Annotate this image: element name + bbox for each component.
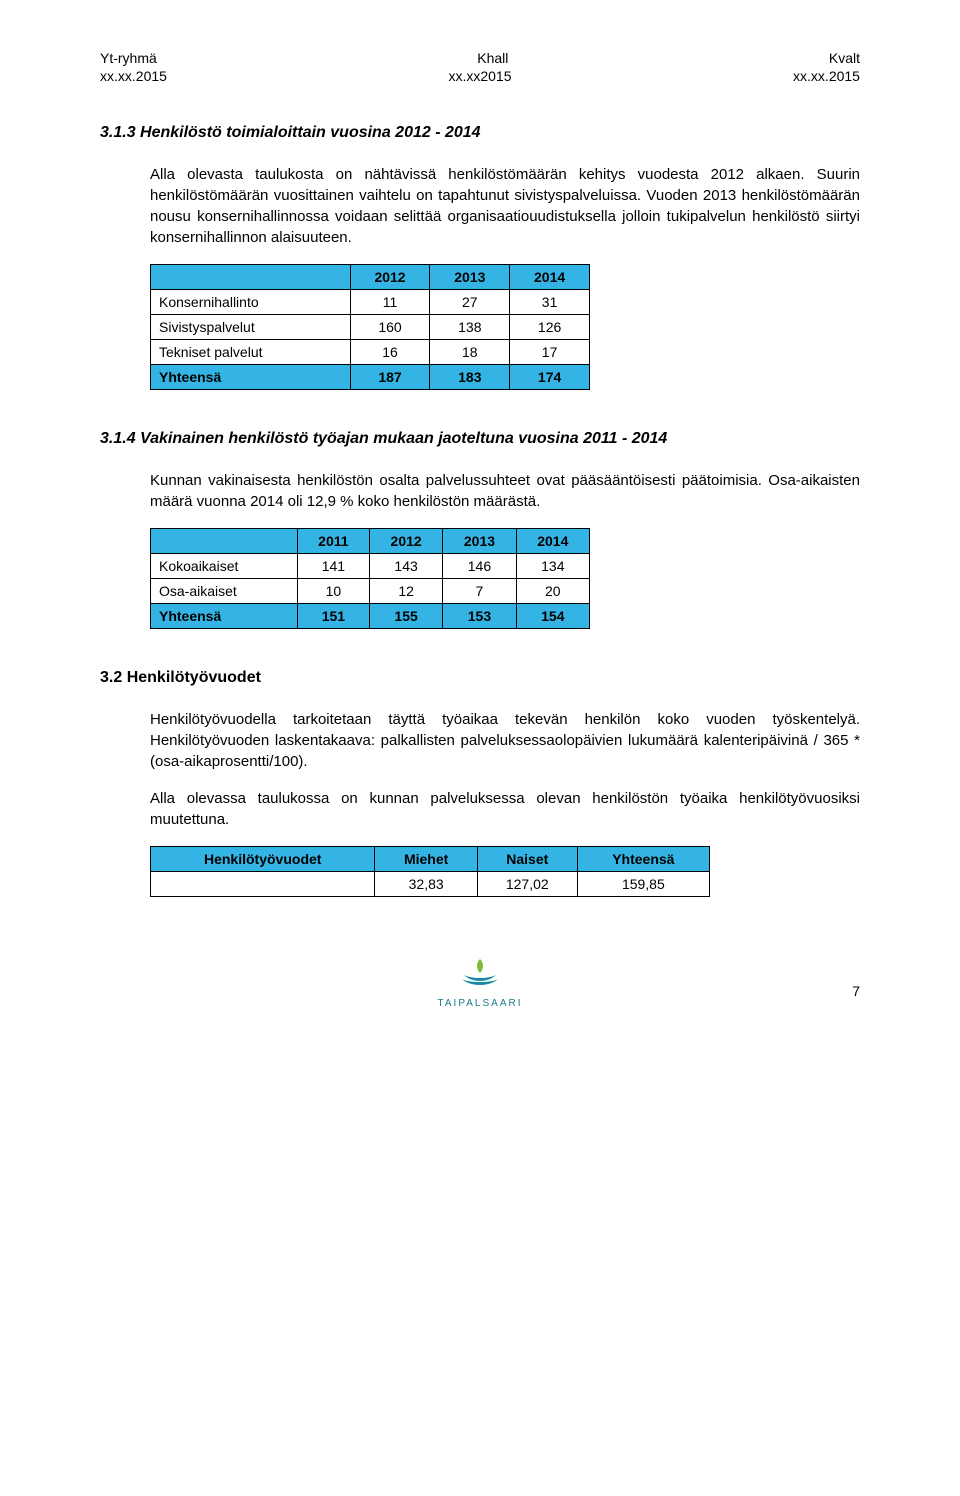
table-header-cell: [151, 265, 351, 290]
table-cell: 134: [516, 554, 589, 579]
table-cell: 187: [350, 365, 430, 390]
table-cell: 183: [430, 365, 510, 390]
table-total-row: Yhteensä 187 183 174: [151, 365, 590, 390]
section-314-paragraph: Kunnan vakinaisesta henkilöstön osalta p…: [150, 470, 860, 512]
table-header-cell: Henkilötyövuodet: [151, 847, 375, 872]
table-cell: 127,02: [477, 872, 577, 897]
table-cell: 146: [443, 554, 516, 579]
table-henkilotyovuodet: Henkilötyövuodet Miehet Naiset Yhteensä …: [150, 846, 710, 897]
table-row: Sivistyspalvelut 160 138 126: [151, 315, 590, 340]
table-header-cell: 2013: [430, 265, 510, 290]
table-header-cell: 2014: [510, 265, 590, 290]
table-header-cell: 2012: [350, 265, 430, 290]
table-cell: 17: [510, 340, 590, 365]
table-cell: 160: [350, 315, 430, 340]
page-number: 7: [852, 983, 860, 999]
page-footer: TAIPALSAARI 7: [100, 957, 860, 1009]
table-header-cell: Naiset: [477, 847, 577, 872]
table-row: 32,83 127,02 159,85: [151, 872, 710, 897]
table-cell: 154: [516, 604, 589, 629]
doc-header-row1: Yt-ryhmä Khall Kvalt: [100, 50, 860, 66]
section-32-paragraph-1: Henkilötyövuodella tarkoitetaan täyttä t…: [150, 709, 860, 772]
table-cell: Osa-aikaiset: [151, 579, 298, 604]
table-cell: [151, 872, 375, 897]
table-header-cell: Yhteensä: [577, 847, 709, 872]
table-tyoajan-mukaan: 2011 2012 2013 2014 Kokoaikaiset 141 143…: [150, 528, 590, 629]
table-cell: Yhteensä: [151, 365, 351, 390]
table-total-row: Yhteensä 151 155 153 154: [151, 604, 590, 629]
table-toimialoittain: 2012 2013 2014 Konsernihallinto 11 27 31…: [150, 264, 590, 390]
table-cell: 20: [516, 579, 589, 604]
table-cell: 18: [430, 340, 510, 365]
section-32-title: 3.2 Henkilötyövuodet: [100, 669, 860, 687]
table-cell: 155: [369, 604, 442, 629]
table-cell: 153: [443, 604, 516, 629]
page-container: Yt-ryhmä Khall Kvalt xx.xx.2015 xx.xx201…: [0, 0, 960, 1049]
table-cell: 11: [350, 290, 430, 315]
table-header-cell: Miehet: [375, 847, 477, 872]
table-cell: Konsernihallinto: [151, 290, 351, 315]
header-center-top: Khall: [477, 50, 508, 66]
table-cell: 159,85: [577, 872, 709, 897]
header-right-top: Kvalt: [829, 50, 860, 66]
table-header-cell: 2012: [369, 529, 442, 554]
table-cell: 138: [430, 315, 510, 340]
table-row: Henkilötyövuodet Miehet Naiset Yhteensä: [151, 847, 710, 872]
table-row: Osa-aikaiset 10 12 7 20: [151, 579, 590, 604]
table-cell: 7: [443, 579, 516, 604]
table-cell: 10: [297, 579, 369, 604]
logo-icon: [458, 957, 502, 991]
header-right-bottom: xx.xx.2015: [793, 68, 860, 84]
table-row: Kokoaikaiset 141 143 146 134: [151, 554, 590, 579]
table-row: Konsernihallinto 11 27 31: [151, 290, 590, 315]
table-cell: 174: [510, 365, 590, 390]
table-cell: 32,83: [375, 872, 477, 897]
table-cell: 12: [369, 579, 442, 604]
section-313-paragraph: Alla olevasta taulukosta on nähtävissä h…: [150, 164, 860, 248]
table-cell: 31: [510, 290, 590, 315]
table-header-cell: 2013: [443, 529, 516, 554]
table-cell: Sivistyspalvelut: [151, 315, 351, 340]
logo-text: TAIPALSAARI: [100, 998, 860, 1009]
table-row: 2012 2013 2014: [151, 265, 590, 290]
header-left-top: Yt-ryhmä: [100, 50, 157, 66]
header-center-bottom: xx.xx2015: [448, 68, 511, 84]
table-cell: Kokoaikaiset: [151, 554, 298, 579]
table-row: 2011 2012 2013 2014: [151, 529, 590, 554]
table-cell: 141: [297, 554, 369, 579]
table-header-cell: 2014: [516, 529, 589, 554]
header-left-bottom: xx.xx.2015: [100, 68, 167, 84]
table-cell: 143: [369, 554, 442, 579]
table-cell: Tekniset palvelut: [151, 340, 351, 365]
section-314-title: 3.1.4 Vakinainen henkilöstö työajan muka…: [100, 430, 860, 448]
section-32-paragraph-2: Alla olevassa taulukossa on kunnan palve…: [150, 788, 860, 830]
doc-header-row2: xx.xx.2015 xx.xx2015 xx.xx.2015: [100, 68, 860, 84]
table-row: Tekniset palvelut 16 18 17: [151, 340, 590, 365]
table-cell: Yhteensä: [151, 604, 298, 629]
table-cell: 151: [297, 604, 369, 629]
table-cell: 16: [350, 340, 430, 365]
section-313-title: 3.1.3 Henkilöstö toimialoittain vuosina …: [100, 124, 860, 142]
table-cell: 27: [430, 290, 510, 315]
table-header-cell: 2011: [297, 529, 369, 554]
table-header-cell: [151, 529, 298, 554]
table-cell: 126: [510, 315, 590, 340]
